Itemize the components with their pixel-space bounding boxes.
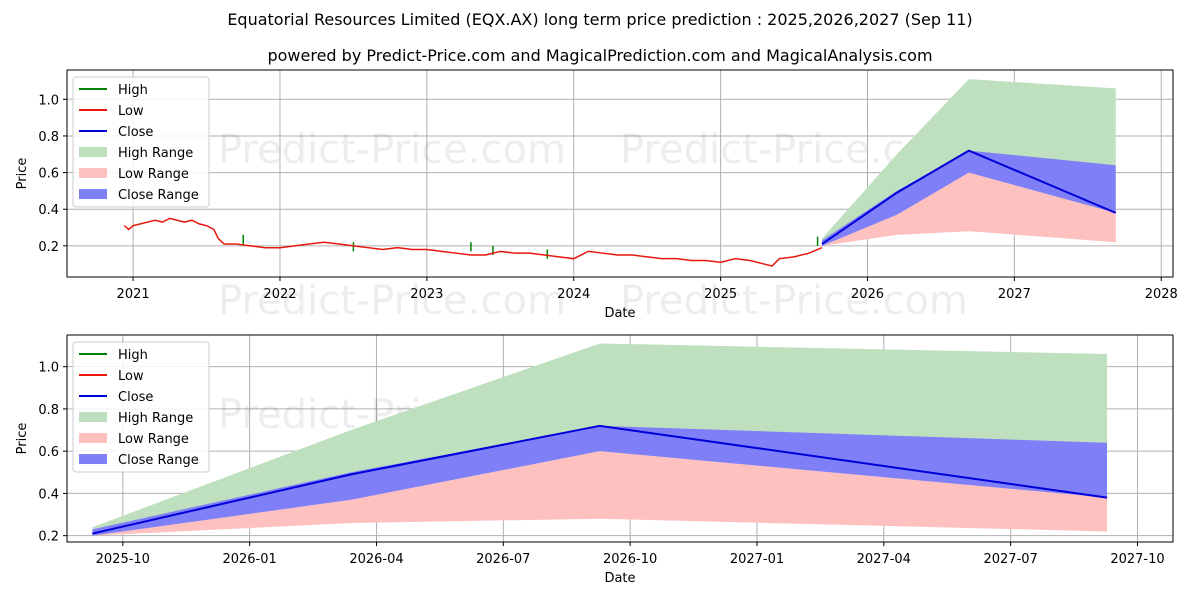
x-tick-label: 2027 bbox=[998, 287, 1031, 302]
x-tick-label: 2027-04 bbox=[857, 552, 911, 567]
x-tick-label: 2021 bbox=[117, 287, 150, 302]
low-range-band bbox=[821, 172, 1116, 246]
x-axis-label: Date bbox=[604, 306, 635, 321]
legend-entry: Low bbox=[118, 369, 144, 384]
close-range-band bbox=[821, 150, 1116, 246]
x-tick-label: 2026 bbox=[851, 287, 884, 302]
y-axis-label: Price bbox=[15, 158, 30, 190]
plot-frame bbox=[66, 334, 1174, 543]
legend-entry: High Range bbox=[118, 411, 193, 426]
watermark-text: Predict-Price.com bbox=[218, 278, 566, 324]
y-axis-label: Price bbox=[15, 423, 30, 455]
watermark-text: Predict-Price.com bbox=[620, 278, 968, 324]
low-series-line bbox=[123, 217, 823, 267]
watermark-text: Predict-Price.com bbox=[218, 127, 566, 173]
y-tick-label: 0.6 bbox=[38, 167, 59, 182]
x-tick-label: 2025 bbox=[704, 287, 737, 302]
x-axis-label: Date bbox=[604, 571, 635, 586]
legend-swatch bbox=[79, 147, 107, 157]
y-tick-label: 0.2 bbox=[38, 240, 59, 255]
legend-entry: Close bbox=[118, 125, 153, 140]
legend-entry: Low Range bbox=[118, 432, 189, 447]
y-tick-label: 1.0 bbox=[38, 361, 59, 376]
close-series-line bbox=[821, 149, 1117, 245]
y-tick-label: 0.6 bbox=[38, 445, 59, 460]
x-tick-label: 2027-10 bbox=[1110, 552, 1164, 567]
x-tick-label: 2028 bbox=[1145, 287, 1178, 302]
x-tick-label: 2026-10 bbox=[603, 552, 657, 567]
legend-swatch bbox=[79, 454, 107, 464]
y-tick-label: 0.8 bbox=[38, 403, 59, 418]
close-range-band bbox=[92, 425, 1108, 536]
legend-entry: High bbox=[118, 83, 148, 98]
x-tick-label: 2023 bbox=[410, 287, 443, 302]
y-tick-label: 0.4 bbox=[38, 487, 59, 502]
low-range-band bbox=[92, 451, 1108, 536]
x-tick-label: 2024 bbox=[557, 287, 590, 302]
x-tick-label: 2022 bbox=[263, 287, 296, 302]
legend-entry: Close Range bbox=[118, 453, 199, 468]
x-tick-label: 2026-01 bbox=[222, 552, 276, 567]
chart-subtitle: powered by Predict-Price.com and Magical… bbox=[267, 46, 933, 65]
y-tick-label: 0.2 bbox=[38, 530, 59, 545]
legend-swatch bbox=[79, 168, 107, 178]
legend-swatch bbox=[79, 433, 107, 443]
legend-swatch bbox=[79, 412, 107, 422]
plot-frame bbox=[66, 69, 1174, 278]
x-tick-label: 2026-07 bbox=[476, 552, 530, 567]
chart-title: Equatorial Resources Limited (EQX.AX) lo… bbox=[227, 10, 973, 29]
chart-panel-1: Predict-Price.com Predict-Price.com 2021 20… bbox=[15, 69, 1178, 321]
legend-entry: High Range bbox=[118, 146, 193, 161]
x-tick-label: 2026-04 bbox=[349, 552, 403, 567]
chart-panel-2: Predict-Price.comPredict-Price.com2025-1… bbox=[15, 334, 1174, 586]
legend-entry: Low Range bbox=[118, 167, 189, 182]
x-tick-label: 2025-10 bbox=[96, 552, 150, 567]
close-series-line bbox=[92, 424, 1108, 535]
legend-entry: High bbox=[118, 348, 148, 363]
legend-swatch bbox=[79, 189, 107, 199]
x-tick-label: 2027-07 bbox=[983, 552, 1037, 567]
x-tick-label: 2027-01 bbox=[730, 552, 784, 567]
y-tick-label: 1.0 bbox=[38, 93, 59, 108]
legend-entry: Close bbox=[118, 390, 153, 405]
y-tick-label: 0.8 bbox=[38, 130, 59, 145]
legend-entry: Close Range bbox=[118, 188, 199, 203]
legend-entry: Low bbox=[118, 104, 144, 119]
y-tick-label: 0.4 bbox=[38, 203, 59, 218]
